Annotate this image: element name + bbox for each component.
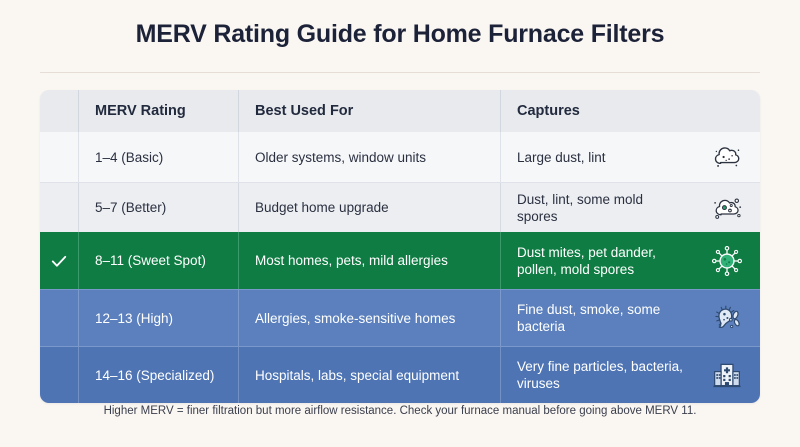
table-row[interactable]: 5–7 (Better) Budget home upgrade Dust, l… [40,182,760,232]
cell-captures: Large dust, lint [500,132,694,182]
column-header-merv-rating: MERV Rating [78,90,238,132]
cell-captures: Dust mites, pet dander, pollen, mold spo… [500,232,694,289]
footnote-text: Higher MERV = finer filtration but more … [103,405,697,417]
title-divider [40,72,760,73]
bacteria-icon [694,290,760,346]
cell-merv-rating: 8–11 (Sweet Spot) [78,232,238,289]
row-indicator [40,183,78,232]
row-indicator [40,290,78,346]
row-indicator [40,347,78,403]
hospital-building-icon [694,347,760,403]
table-row[interactable]: 14–16 (Specialized) Hospitals, labs, spe… [40,346,760,403]
cell-best-used-for: Most homes, pets, mild allergies [238,232,500,289]
virus-allergen-icon [694,232,760,289]
dust-cloud-icon [694,132,760,182]
selected-row-indicator [40,232,78,289]
mold-spore-cloud-icon [694,183,760,232]
cell-captures: Fine dust, smoke, some bacteria [500,290,694,346]
table-row-selected[interactable]: 8–11 (Sweet Spot) Most homes, pets, mild… [40,232,760,289]
column-header-best-used-for: Best Used For [238,90,500,132]
table-header-row: MERV Rating Best Used For Captures [40,90,760,132]
cell-merv-rating: 12–13 (High) [78,290,238,346]
header-icon-spacer [694,90,760,132]
cell-merv-rating: 1–4 (Basic) [78,132,238,182]
header-indicator-spacer [40,90,78,132]
table-row[interactable]: 12–13 (High) Allergies, smoke-sensitive … [40,289,760,346]
page-title: MERV Rating Guide for Home Furnace Filte… [135,20,665,48]
checkmark-icon [51,255,67,267]
merv-rating-table: MERV Rating Best Used For Captures 1–4 (… [40,90,760,403]
cell-best-used-for: Older systems, window units [238,132,500,182]
cell-captures: Very fine particles, bacteria, viruses [500,347,694,403]
cell-best-used-for: Allergies, smoke-sensitive homes [238,290,500,346]
table-row[interactable]: 1–4 (Basic) Older systems, window units … [40,132,760,182]
row-indicator [40,132,78,182]
cell-captures: Dust, lint, some mold spores [500,183,694,232]
cell-merv-rating: 5–7 (Better) [78,183,238,232]
cell-best-used-for: Budget home upgrade [238,183,500,232]
cell-best-used-for: Hospitals, labs, special equipment [238,347,500,403]
column-header-captures: Captures [500,90,694,132]
cell-merv-rating: 14–16 (Specialized) [78,347,238,403]
